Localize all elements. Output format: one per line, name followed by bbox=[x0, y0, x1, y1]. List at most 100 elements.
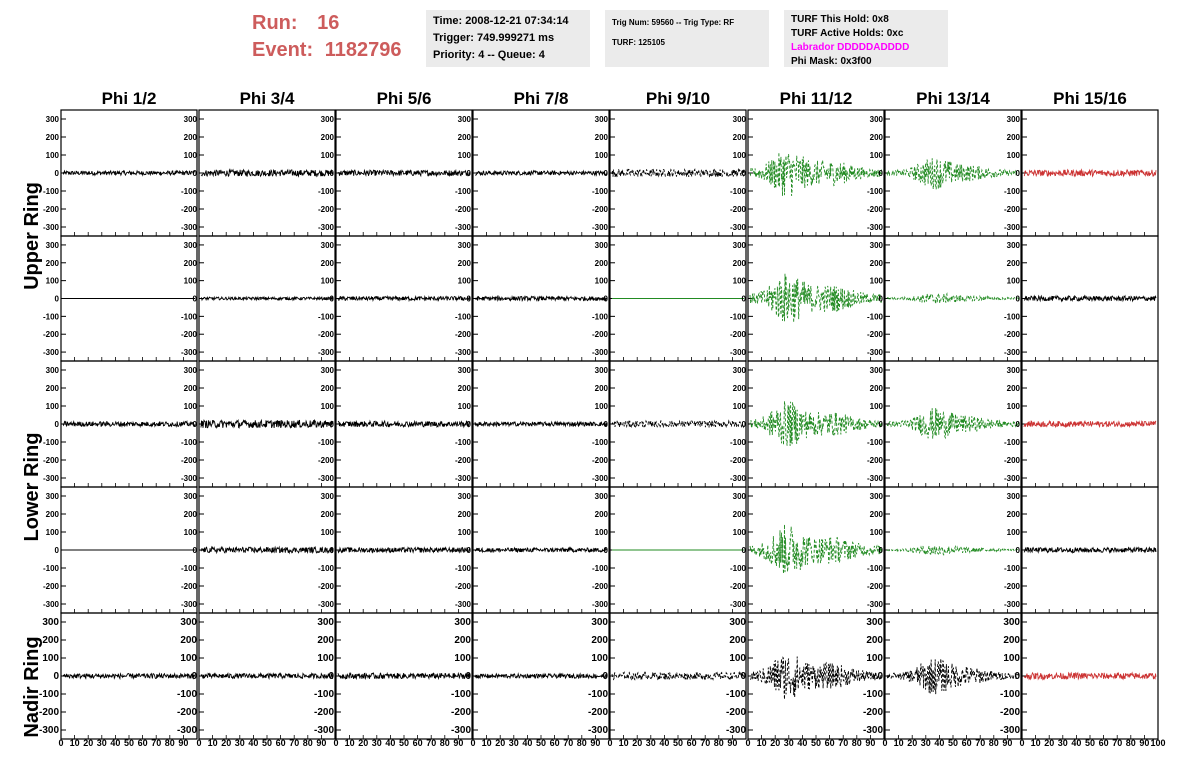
y-tick-label: -200 bbox=[592, 582, 609, 591]
x-tick-label: 20 bbox=[358, 738, 368, 748]
panel-r1-c2: 300 200 100 0 -100 -200 -300 bbox=[181, 109, 336, 237]
turf-active-holds-text: TURF Active Holds: 0xc bbox=[791, 28, 904, 39]
y-tick-label: 200 bbox=[870, 259, 884, 268]
y-tick-label: 100 bbox=[591, 653, 608, 664]
y-tick-label: 100 bbox=[317, 653, 334, 664]
y-tick-label: -300 bbox=[1004, 348, 1021, 357]
y-tick-label: 200 bbox=[733, 259, 747, 268]
panel-r4-c5: 300 200 100 0 -100 -200 -300 bbox=[592, 486, 747, 614]
waveform-trace bbox=[474, 546, 608, 554]
x-tick-label: 50 bbox=[948, 738, 958, 748]
y-tick-label: -300 bbox=[1004, 600, 1021, 609]
y-tick-label: -200 bbox=[863, 707, 883, 718]
x-tick-label: 90 bbox=[316, 738, 326, 748]
y-tick-label: 0 bbox=[193, 420, 198, 429]
y-tick-label: 300 bbox=[46, 115, 60, 124]
panel-r4-c6: 300 200 100 0 -100 -200 -300 bbox=[730, 486, 885, 614]
panel-r2-c8: 300 200 100 0 -100 -200 -300 bbox=[1004, 235, 1159, 362]
y-tick-label: -300 bbox=[455, 223, 472, 232]
x-tick-label: 30 bbox=[509, 738, 519, 748]
y-tick-label: 100 bbox=[1003, 653, 1020, 664]
y-tick-label: 0 bbox=[55, 546, 60, 555]
y-tick-label: 100 bbox=[1007, 402, 1021, 411]
y-tick-label: 0 bbox=[742, 169, 747, 178]
trigger-text: Trigger: 749.999271 ms bbox=[433, 32, 555, 44]
y-tick-label: -300 bbox=[592, 600, 609, 609]
y-tick-label: 100 bbox=[1007, 277, 1021, 286]
y-tick-label: 0 bbox=[1016, 546, 1021, 555]
waveform-trace bbox=[62, 672, 196, 681]
y-tick-label: -300 bbox=[863, 725, 883, 736]
y-tick-label: 200 bbox=[184, 510, 198, 519]
y-tick-label: 0 bbox=[1016, 420, 1021, 429]
panel-r1-c7: 300 200 100 0 -100 -200 -300 bbox=[867, 109, 1022, 237]
panel-r1-c5: 300 200 100 0 -100 -200 -300 bbox=[592, 109, 747, 237]
y-tick-label: 0 bbox=[330, 169, 335, 178]
panel-r4-c8: 300 200 100 0 -100 -200 -300 bbox=[1004, 486, 1159, 614]
waveform-trace bbox=[200, 671, 334, 681]
x-tick-label: 40 bbox=[522, 738, 532, 748]
y-tick-label: 100 bbox=[870, 528, 884, 537]
y-tick-label: -100 bbox=[730, 564, 747, 573]
priority-text: Priority: 4 -- Queue: 4 bbox=[433, 49, 545, 61]
event-row: Event: 1182796 bbox=[252, 37, 417, 64]
y-tick-label: -200 bbox=[43, 205, 60, 214]
x-tick-label: 60 bbox=[962, 738, 972, 748]
event-label: Event: bbox=[252, 39, 314, 61]
waveform-trace bbox=[886, 292, 1020, 304]
y-tick-label: 100 bbox=[184, 151, 198, 160]
panel-r2-c3: 300 200 100 0 -100 -200 -300 bbox=[318, 235, 473, 362]
y-tick-label: 0 bbox=[330, 295, 335, 304]
x-tick-label: 90 bbox=[178, 738, 188, 748]
x-tick-label: 0 bbox=[470, 738, 475, 748]
x-tick-label: 90 bbox=[1139, 738, 1149, 748]
y-tick-label: 100 bbox=[1007, 528, 1021, 537]
y-tick-label: 300 bbox=[733, 241, 747, 250]
y-tick-label: -200 bbox=[730, 456, 747, 465]
column-title-8: Phi 15/16 bbox=[1053, 89, 1127, 108]
y-tick-label: -100 bbox=[730, 438, 747, 447]
y-tick-label: 300 bbox=[184, 241, 198, 250]
y-tick-label: -300 bbox=[43, 348, 60, 357]
y-tick-label: -200 bbox=[867, 456, 884, 465]
x-tick-label: 70 bbox=[563, 738, 573, 748]
x-tick-label: 80 bbox=[165, 738, 175, 748]
y-tick-label: -200 bbox=[730, 205, 747, 214]
phi-mask-text: Phi Mask: 0x3f00 bbox=[791, 56, 872, 67]
x-tick-label: 10 bbox=[482, 738, 492, 748]
y-tick-label: 100 bbox=[870, 402, 884, 411]
y-tick-label: -100 bbox=[592, 187, 609, 196]
y-tick-label: -300 bbox=[318, 348, 335, 357]
x-tick-label: 40 bbox=[934, 738, 944, 748]
y-tick-label: 100 bbox=[595, 151, 609, 160]
y-tick-label: -100 bbox=[726, 689, 746, 700]
y-tick-label: -200 bbox=[43, 330, 60, 339]
y-tick-label: 300 bbox=[870, 115, 884, 124]
y-tick-label: -200 bbox=[592, 330, 609, 339]
x-tick-label: 80 bbox=[303, 738, 313, 748]
y-tick-label: 100 bbox=[42, 653, 59, 664]
ring-title-lower-ring: Lower Ring bbox=[21, 433, 43, 542]
y-tick-label: -100 bbox=[455, 564, 472, 573]
y-tick-label: 300 bbox=[458, 366, 472, 375]
y-tick-label: 0 bbox=[55, 420, 60, 429]
y-tick-label: 300 bbox=[595, 115, 609, 124]
x-tick-label: 0 bbox=[745, 738, 750, 748]
trigger-time-panel: Time: 2008-12-21 07:34:14 Trigger: 749.9… bbox=[426, 10, 590, 67]
y-tick-label: -200 bbox=[1004, 205, 1021, 214]
y-tick-label: -200 bbox=[1004, 456, 1021, 465]
x-tick-label: 60 bbox=[138, 738, 148, 748]
x-tick-label: 60 bbox=[550, 738, 560, 748]
y-tick-label: 200 bbox=[1007, 133, 1021, 142]
y-tick-label: 100 bbox=[733, 402, 747, 411]
y-tick-label: 300 bbox=[1007, 492, 1021, 501]
y-tick-label: -300 bbox=[730, 348, 747, 357]
x-tick-label: 50 bbox=[262, 738, 272, 748]
x-tick-label: 70 bbox=[975, 738, 985, 748]
y-tick-label: 200 bbox=[458, 133, 472, 142]
waveform-trace bbox=[1023, 168, 1157, 178]
x-tick-label: 20 bbox=[83, 738, 93, 748]
x-tick-label: 20 bbox=[907, 738, 917, 748]
y-tick-label: 200 bbox=[458, 384, 472, 393]
y-tick-label: -100 bbox=[588, 689, 608, 700]
